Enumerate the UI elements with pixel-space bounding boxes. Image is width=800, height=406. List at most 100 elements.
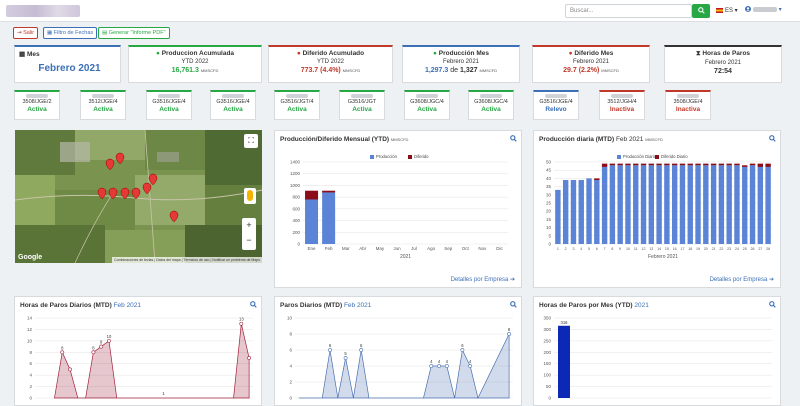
- well-card[interactable]: G3608/JGC/4 Activa: [468, 90, 514, 120]
- google-logo: Google: [18, 254, 43, 261]
- bar: [726, 165, 732, 244]
- x-tick-label: 18: [688, 247, 692, 251]
- well-card[interactable]: 3512/JGE/4 Activa: [80, 90, 126, 120]
- well-code: 3512/JGH/4: [607, 99, 637, 105]
- bar: [765, 163, 771, 167]
- language-selector[interactable]: ES ▾: [716, 7, 738, 14]
- legend-swatch: [655, 155, 659, 159]
- search-icon[interactable]: [250, 301, 257, 308]
- bar: [625, 163, 631, 166]
- details-by-company-link[interactable]: Detalles por Empresa ➔: [709, 277, 774, 283]
- data-point: [343, 356, 348, 360]
- well-marker[interactable]: [142, 182, 152, 195]
- data-label: 4: [446, 359, 449, 364]
- bar: [648, 163, 655, 166]
- panel-monthly-production: Producción/Diferido Mensual (YTD) MMSCFD…: [274, 130, 522, 288]
- details-by-company-link[interactable]: Detalles por Empresa ➔: [450, 277, 515, 283]
- zoom-out-button[interactable]: −: [246, 235, 252, 245]
- x-tick-label: 26: [751, 247, 755, 251]
- well-marker[interactable]: [97, 187, 107, 200]
- bar: [640, 165, 647, 244]
- legend-label: Producción Diaria: [623, 154, 657, 159]
- well-card[interactable]: G3608/JGC/4 Activa: [404, 90, 450, 120]
- well-status: Activa: [27, 106, 47, 113]
- search-icon: [697, 7, 705, 14]
- y-tick-label: 300: [543, 327, 551, 332]
- y-tick-label: 10: [27, 338, 33, 343]
- well-card[interactable]: G3516/JGT Activa: [339, 90, 385, 120]
- x-tick-label: 9: [619, 247, 621, 251]
- bar: [322, 192, 336, 244]
- well-card[interactable]: G3516/JGE/4 Activa: [210, 90, 256, 120]
- well-marker[interactable]: [169, 210, 179, 223]
- well-card[interactable]: 3512/JGH/4 Inactiva: [599, 90, 645, 120]
- well-card[interactable]: G3516/JGE/4 Relevo: [533, 90, 579, 120]
- bar: [305, 190, 319, 200]
- well-marker[interactable]: [108, 187, 118, 200]
- bar: [570, 180, 577, 244]
- calendar-icon: ▦: [19, 51, 26, 58]
- panel-daily-production: Producción diaria (MTD) Feb 2021 MMSCFD …: [533, 130, 781, 288]
- user-icon: [745, 6, 751, 13]
- well-name: [611, 94, 633, 98]
- times-circle-icon: ●: [296, 50, 301, 57]
- y-tick-label: 12: [27, 327, 33, 332]
- well-status: Activa: [223, 106, 243, 113]
- x-tick-label: 16: [673, 247, 677, 251]
- search-input[interactable]: Buscar...: [565, 4, 692, 18]
- bar: [679, 163, 686, 166]
- well-card[interactable]: G3516/JGT/4 Activa: [274, 90, 320, 120]
- x-tick-label: 23: [727, 247, 731, 251]
- bar: [742, 165, 748, 167]
- well-marker[interactable]: [148, 173, 158, 186]
- x-tick-label: 5: [588, 247, 590, 251]
- well-marker[interactable]: [105, 158, 115, 171]
- data-point: [460, 348, 465, 352]
- well-code: G3516/JGT/4: [280, 99, 314, 105]
- data-point: [247, 356, 252, 360]
- date-filter-button[interactable]: ▦ Filtro de Fechas: [43, 27, 98, 39]
- bar: [555, 189, 561, 244]
- y-tick-label: 0: [548, 242, 551, 247]
- y-tick-label: 6: [289, 348, 292, 353]
- data-point: [429, 364, 434, 368]
- x-tick-label: Nov: [478, 246, 487, 251]
- exit-button[interactable]: ⇥ Salir: [13, 27, 39, 39]
- x-tick-label: 22: [719, 247, 723, 251]
- data-label: 6: [360, 343, 363, 348]
- fullscreen-icon[interactable]: ⛶: [244, 134, 258, 148]
- zoom-in-button[interactable]: +: [246, 220, 252, 230]
- data-point: [328, 348, 332, 352]
- x-tick-label: 19: [696, 247, 700, 251]
- well-marker[interactable]: [115, 152, 125, 165]
- x-tick-label: Ene: [308, 246, 317, 251]
- y-tick-label: 8: [289, 332, 292, 337]
- legend-label: Diferido Diario: [661, 154, 688, 159]
- search-icon[interactable]: [769, 301, 776, 308]
- street-view-icon[interactable]: [244, 188, 256, 204]
- well-status: Relevo: [545, 106, 567, 113]
- well-marker[interactable]: [120, 187, 130, 200]
- data-point: [99, 344, 104, 349]
- bar: [617, 163, 623, 166]
- search-icon[interactable]: [510, 135, 517, 142]
- well-card[interactable]: 3508/JGE/4 Inactiva: [665, 90, 711, 120]
- map-attribution[interactable]: Combinaciones de teclas | Datos del mapa…: [112, 257, 262, 263]
- search-icon[interactable]: [510, 301, 517, 308]
- field-map[interactable]: ⛶ + − Google Combinaciones de teclas | D…: [15, 130, 262, 263]
- well-marker[interactable]: [131, 187, 141, 200]
- well-card[interactable]: 3508/JGE/2 Activa: [14, 90, 60, 120]
- search-button[interactable]: [692, 4, 710, 18]
- well-card[interactable]: G3516/JGE/4 Activa: [146, 90, 192, 120]
- user-menu[interactable]: ▾: [745, 6, 782, 13]
- check-circle-icon: ●: [433, 50, 437, 57]
- panel-daily-stops: Paros Diarios (MTD) Feb 2021 0 2 4 6 8 10 6 5 6 4…: [274, 296, 522, 406]
- y-tick-label: 150: [543, 361, 551, 366]
- y-tick-label: 50: [546, 384, 552, 389]
- search-icon[interactable]: [769, 135, 776, 142]
- generate-report-button[interactable]: ▤ Generar "Informe PDF": [98, 27, 170, 39]
- well-code: G3516/JGE/4: [539, 99, 573, 105]
- area-series: [54, 323, 250, 399]
- well-status: Activa: [159, 106, 179, 113]
